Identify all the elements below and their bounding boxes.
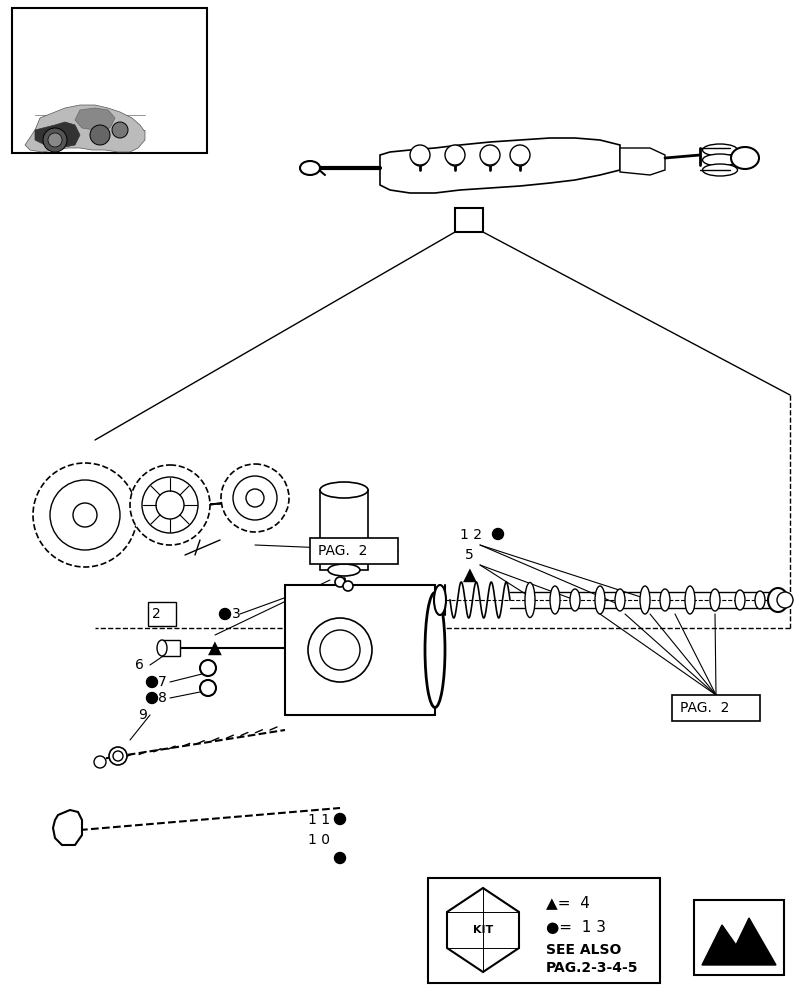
- Text: KIT: KIT: [472, 925, 492, 935]
- Ellipse shape: [549, 586, 560, 614]
- Text: 1 2: 1 2: [460, 528, 482, 542]
- Text: PAG.  2: PAG. 2: [318, 544, 367, 558]
- Text: 3: 3: [232, 607, 240, 621]
- Circle shape: [43, 128, 67, 152]
- Ellipse shape: [328, 564, 359, 576]
- Bar: [427, 878, 659, 983]
- Polygon shape: [53, 810, 82, 845]
- Text: PAG.  2: PAG. 2: [679, 701, 728, 715]
- Ellipse shape: [614, 589, 624, 611]
- Text: 8: 8: [158, 691, 167, 705]
- Bar: [672, 695, 759, 721]
- Ellipse shape: [299, 161, 320, 175]
- Ellipse shape: [525, 582, 534, 617]
- Ellipse shape: [157, 640, 167, 656]
- Polygon shape: [380, 138, 620, 193]
- Polygon shape: [75, 108, 115, 130]
- Ellipse shape: [702, 154, 736, 166]
- Circle shape: [320, 630, 359, 670]
- Ellipse shape: [734, 590, 744, 610]
- Bar: [320, 490, 367, 570]
- Circle shape: [200, 680, 216, 696]
- Polygon shape: [702, 918, 775, 965]
- Circle shape: [482, 150, 497, 166]
- Bar: [310, 538, 397, 564]
- Bar: [285, 585, 435, 715]
- Circle shape: [335, 577, 345, 587]
- Polygon shape: [446, 888, 518, 972]
- Ellipse shape: [424, 592, 444, 708]
- Polygon shape: [35, 122, 80, 148]
- Circle shape: [342, 581, 353, 591]
- Text: PAG.2-3-4-5: PAG.2-3-4-5: [545, 961, 637, 975]
- Circle shape: [334, 852, 345, 863]
- Text: 1 0: 1 0: [307, 833, 329, 847]
- Bar: [12, 8, 207, 153]
- Circle shape: [113, 751, 122, 761]
- Text: 6: 6: [135, 658, 144, 672]
- Ellipse shape: [730, 147, 758, 169]
- Bar: [162, 640, 180, 656]
- Circle shape: [94, 756, 106, 768]
- Ellipse shape: [320, 482, 367, 498]
- Polygon shape: [25, 105, 145, 152]
- Text: 2: 2: [152, 607, 161, 621]
- Circle shape: [334, 813, 345, 824]
- Ellipse shape: [702, 144, 736, 156]
- Circle shape: [142, 477, 198, 533]
- Circle shape: [509, 145, 530, 165]
- Text: 7: 7: [158, 675, 166, 689]
- Circle shape: [50, 480, 120, 550]
- Text: ▲=  4: ▲= 4: [545, 895, 589, 910]
- Ellipse shape: [433, 585, 445, 615]
- Circle shape: [109, 747, 127, 765]
- Circle shape: [492, 528, 503, 540]
- Circle shape: [90, 125, 109, 145]
- Text: ▲: ▲: [462, 566, 476, 584]
- Circle shape: [479, 145, 500, 165]
- Text: 9: 9: [138, 708, 147, 722]
- Circle shape: [200, 660, 216, 676]
- Circle shape: [112, 122, 128, 138]
- Ellipse shape: [594, 586, 604, 614]
- Circle shape: [410, 145, 430, 165]
- Text: ▲: ▲: [208, 639, 221, 657]
- Text: ●=  1 3: ●= 1 3: [545, 920, 605, 935]
- Circle shape: [33, 463, 137, 567]
- Circle shape: [446, 150, 462, 166]
- Polygon shape: [620, 148, 664, 175]
- Circle shape: [776, 592, 792, 608]
- Ellipse shape: [639, 586, 649, 614]
- Circle shape: [130, 465, 210, 545]
- Circle shape: [48, 133, 62, 147]
- Circle shape: [146, 676, 157, 688]
- Circle shape: [156, 491, 184, 519]
- Circle shape: [411, 150, 427, 166]
- Circle shape: [73, 503, 97, 527]
- Circle shape: [246, 489, 264, 507]
- Circle shape: [444, 145, 465, 165]
- Text: SEE ALSO: SEE ALSO: [545, 943, 620, 957]
- Circle shape: [307, 618, 371, 682]
- Bar: [693, 900, 783, 975]
- Circle shape: [221, 464, 289, 532]
- Circle shape: [233, 476, 277, 520]
- Ellipse shape: [754, 591, 764, 609]
- Bar: [454, 208, 483, 232]
- Ellipse shape: [659, 589, 669, 611]
- Ellipse shape: [684, 586, 694, 614]
- Circle shape: [512, 150, 527, 166]
- Circle shape: [146, 692, 157, 704]
- Text: 1 1: 1 1: [307, 813, 330, 827]
- Ellipse shape: [709, 589, 719, 611]
- Ellipse shape: [569, 589, 579, 611]
- Bar: [148, 602, 176, 626]
- Text: 5: 5: [465, 548, 473, 562]
- Ellipse shape: [767, 588, 787, 612]
- Circle shape: [219, 608, 230, 619]
- Ellipse shape: [702, 164, 736, 176]
